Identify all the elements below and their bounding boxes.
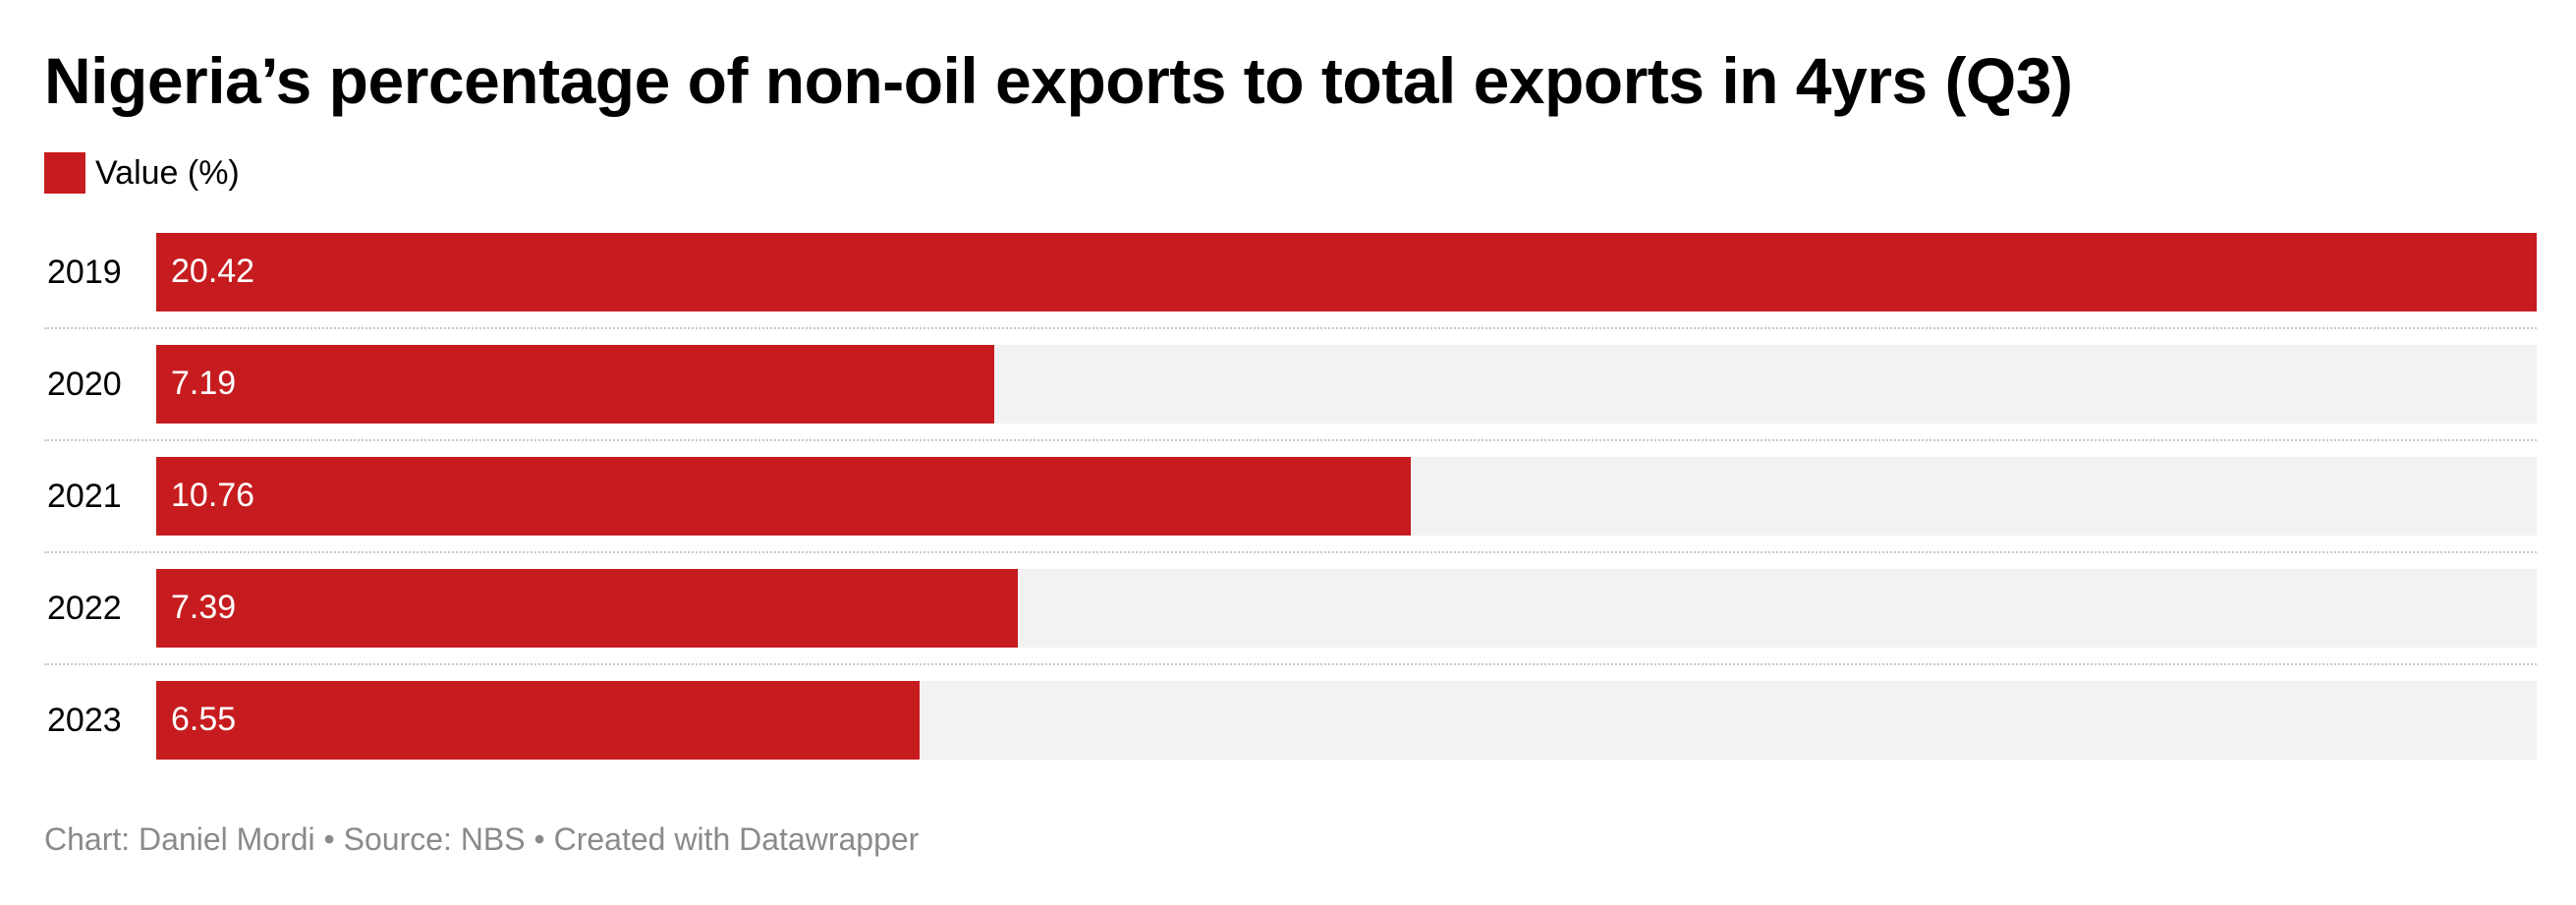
- bar-value-label: 20.42: [171, 253, 255, 290]
- bar-value-label: 10.76: [171, 477, 255, 514]
- category-label: 2023: [47, 702, 122, 739]
- bar-track: 6.55: [156, 681, 2537, 760]
- legend: Value (%): [44, 152, 240, 194]
- chart-title: Nigeria’s percentage of non-oil exports …: [44, 44, 2073, 117]
- bar-row: 2019 20.42: [0, 233, 2576, 311]
- row-separator: [44, 663, 2537, 665]
- category-label: 2020: [47, 366, 122, 403]
- bar-track: 7.19: [156, 345, 2537, 424]
- legend-swatch: [44, 152, 85, 194]
- bar-row: 2022 7.39: [0, 569, 2576, 648]
- category-label: 2022: [47, 590, 122, 627]
- bar-value-label: 7.19: [171, 365, 237, 402]
- bar: 10.76: [156, 457, 1411, 536]
- bar: 7.39: [156, 569, 1018, 648]
- category-label: 2019: [47, 254, 122, 291]
- bar: 6.55: [156, 681, 920, 760]
- bar-value-label: 6.55: [171, 701, 237, 738]
- bar: 7.19: [156, 345, 994, 424]
- bar-row: 2023 6.55: [0, 681, 2576, 760]
- bar-track: 10.76: [156, 457, 2537, 536]
- legend-label: Value (%): [95, 153, 240, 192]
- row-separator: [44, 551, 2537, 553]
- bar-row: 2021 10.76: [0, 457, 2576, 536]
- row-separator: [44, 439, 2537, 441]
- category-label: 2021: [47, 478, 122, 515]
- bar-track: 20.42: [156, 233, 2537, 311]
- bar-row: 2020 7.19: [0, 345, 2576, 424]
- row-separator: [44, 327, 2537, 329]
- chart-footer: Chart: Daniel Mordi • Source: NBS • Crea…: [44, 821, 920, 857]
- bar-track: 7.39: [156, 569, 2537, 648]
- bar: 20.42: [156, 233, 2537, 311]
- bar-value-label: 7.39: [171, 589, 237, 626]
